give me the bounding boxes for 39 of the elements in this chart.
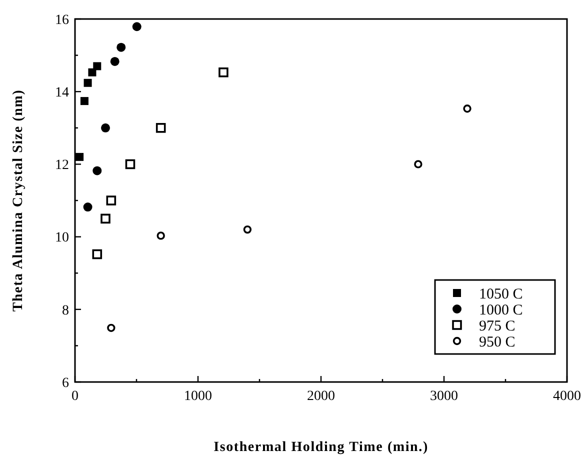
legend-label: 1050 C — [479, 286, 523, 302]
y-tick-label: 6 — [62, 376, 69, 391]
point — [107, 324, 116, 332]
point — [92, 249, 102, 260]
point — [76, 152, 84, 161]
y-tick-label: 12 — [55, 158, 69, 174]
point — [100, 214, 110, 224]
point — [93, 62, 102, 70]
point — [101, 123, 110, 132]
x-axis-title: Isothermal Holding Time (min.) — [214, 440, 428, 455]
legend-label: 950 C — [479, 334, 516, 350]
y-axis-title: Theta Alumina Crystal Size (nm) — [11, 89, 26, 312]
point — [110, 56, 120, 66]
x-tick-label: 4000 — [553, 389, 581, 404]
point — [463, 104, 472, 113]
point — [132, 22, 142, 32]
point — [125, 159, 136, 170]
point — [156, 123, 166, 133]
point — [156, 232, 165, 240]
point — [116, 42, 126, 52]
point — [92, 166, 102, 176]
y-tick-label: 16 — [55, 12, 69, 28]
point — [218, 67, 228, 78]
point — [88, 68, 96, 76]
point — [84, 78, 92, 87]
legend-label: 1000 C — [479, 302, 523, 318]
y-tick-label: 8 — [62, 303, 69, 318]
legend-label: 975 C — [479, 318, 516, 334]
y-tick-label: 10 — [55, 230, 69, 246]
x-tick-label: 2000 — [307, 389, 335, 404]
point — [243, 225, 252, 234]
y-tick-label: 14 — [55, 86, 69, 100]
point — [414, 160, 422, 168]
point — [83, 202, 92, 212]
x-tick-label: 3000 — [430, 389, 458, 404]
point — [80, 97, 88, 106]
x-tick-label: 0 — [72, 389, 78, 404]
x-tick-label: 1000 — [184, 389, 212, 404]
point — [106, 196, 116, 206]
